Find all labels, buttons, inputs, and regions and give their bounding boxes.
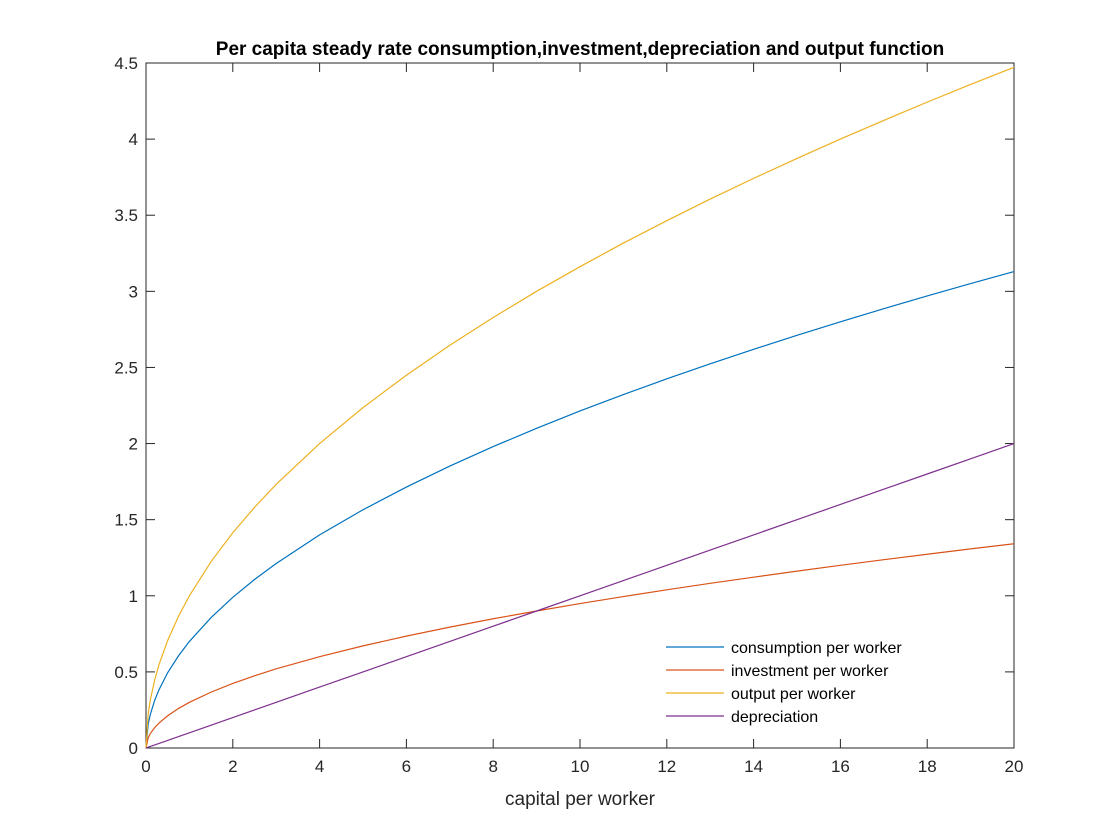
legend: consumption per worker investment per wor…	[658, 633, 958, 735]
series-line-4	[145, 442, 1015, 749]
series-lines	[145, 66, 1015, 749]
x-tick-label: 0	[141, 757, 150, 776]
y-tick-label: 0.5	[114, 663, 138, 682]
y-tick-label: 0	[129, 739, 138, 758]
legend-box	[658, 633, 958, 735]
x-tick-label: 10	[571, 757, 590, 776]
legend-item: investment per worker	[666, 663, 889, 680]
legend-label: investment per worker	[731, 663, 889, 680]
series-line-2	[145, 543, 1015, 749]
series-line-3	[145, 66, 1015, 749]
y-tick-label: 4.5	[114, 54, 138, 73]
x-tick-label: 12	[657, 757, 676, 776]
y-tick-label: 1	[129, 587, 138, 606]
series-line-1	[145, 270, 1015, 749]
x-tick-label: 18	[918, 757, 937, 776]
chart-title: Per capita steady rate consumption,inves…	[216, 39, 944, 60]
y-tick-label: 3.5	[114, 206, 138, 225]
x-tick-label: 6	[402, 757, 411, 776]
x-tick-label: 8	[488, 757, 497, 776]
x-tick-label: 4	[315, 757, 324, 776]
legend-label: consumption per worker	[731, 640, 902, 657]
y-tick-label: 2	[129, 435, 138, 454]
x-tick-label: 20	[1005, 757, 1024, 776]
legend-item: depreciation	[666, 709, 818, 726]
legend-label: output per worker	[731, 686, 856, 703]
legend-item: consumption per worker	[666, 640, 902, 657]
y-tick-label: 1.5	[114, 511, 138, 530]
y-tick-labels: 0 0.5 1 1.5 2 2.5 3 3.5 4 4.5	[114, 54, 138, 758]
y-tick-label: 4	[129, 130, 138, 149]
y-tick-label: 2.5	[114, 358, 138, 377]
x-tick-label: 14	[744, 757, 763, 776]
x-tick-label: 16	[831, 757, 850, 776]
legend-items: consumption per worker investment per wor…	[666, 640, 902, 726]
y-tick-label: 3	[129, 282, 138, 301]
legend-label: depreciation	[731, 709, 818, 726]
x-axis-title: capital per worker	[505, 789, 656, 810]
x-tick-label: 2	[228, 757, 237, 776]
legend-item: output per worker	[666, 686, 856, 703]
x-tick-labels: 0 2 4 6 8 10 12 14 16 18 20	[141, 757, 1023, 776]
tick-marks	[145, 62, 1015, 749]
